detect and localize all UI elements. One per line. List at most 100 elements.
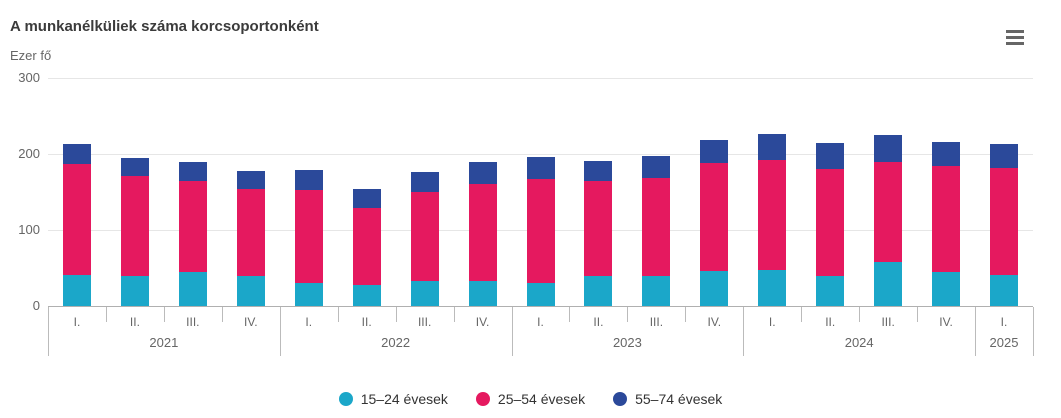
quarter-label: III.: [186, 315, 200, 329]
quarter-label: III.: [417, 315, 432, 329]
year-boundary-tick: [1033, 307, 1034, 356]
bar-stack: [294, 169, 323, 306]
bar-segment-55-74[interactable]: [62, 144, 91, 164]
year-label: 2025: [989, 335, 1019, 350]
bar-stack: [526, 157, 555, 306]
quarter-tick: [395, 307, 397, 322]
bar-segment-25-54[interactable]: [642, 177, 671, 277]
bar-stack: [642, 155, 671, 306]
legend-item-25-54[interactable]: 25–54 évesek: [475, 391, 585, 407]
y-gridline: [48, 154, 1033, 155]
bar-segment-25-54[interactable]: [294, 189, 323, 284]
quarter-tick: [569, 307, 571, 322]
bar-segment-55-74[interactable]: [178, 162, 207, 181]
bar-segment-55-74[interactable]: [874, 135, 903, 162]
legend-label: 55–74 évesek: [635, 391, 723, 407]
bar-stack: [468, 162, 497, 306]
year-label: 2022: [381, 335, 411, 350]
quarter-label: IV.: [243, 315, 258, 329]
bar-segment-55-74[interactable]: [700, 140, 729, 164]
bar-segment-15-24[interactable]: [584, 275, 613, 306]
bar-segment-55-74[interactable]: [236, 170, 265, 189]
bar-segment-25-54[interactable]: [410, 192, 439, 281]
bar-segment-55-74[interactable]: [816, 143, 845, 170]
bar-segment-25-54[interactable]: [584, 180, 613, 276]
quarter-label: I.: [768, 315, 776, 329]
bar-segment-15-24[interactable]: [120, 275, 149, 306]
quarter-label: II.: [825, 315, 836, 329]
bar-segment-55-74[interactable]: [990, 144, 1019, 168]
bar-segment-25-54[interactable]: [526, 179, 555, 284]
bar-segment-15-24[interactable]: [816, 275, 845, 306]
bar-segment-25-54[interactable]: [816, 169, 845, 276]
quarter-label: I.: [305, 315, 313, 329]
bar-segment-55-74[interactable]: [642, 155, 671, 178]
bar-segment-25-54[interactable]: [120, 176, 149, 276]
bar-segment-55-74[interactable]: [410, 172, 439, 192]
bar-segment-25-54[interactable]: [700, 163, 729, 272]
bar-segment-15-24[interactable]: [178, 271, 207, 306]
legend-item-55-74[interactable]: 55–74 évesek: [613, 391, 722, 407]
bar-segment-15-24[interactable]: [468, 280, 497, 306]
bar-segment-25-54[interactable]: [352, 207, 381, 286]
bar-stack: [816, 143, 845, 306]
bar-segment-55-74[interactable]: [584, 160, 613, 181]
legend-label: 15–24 évesek: [360, 391, 448, 407]
year-boundary-tick: [511, 307, 513, 356]
bar-segment-15-24[interactable]: [62, 274, 91, 306]
bar-segment-15-24[interactable]: [410, 280, 439, 306]
quarter-label: IV.: [475, 315, 490, 329]
bar-segment-55-74[interactable]: [526, 157, 555, 180]
bar-segment-55-74[interactable]: [120, 157, 149, 177]
context-menu-button[interactable]: [1006, 27, 1028, 47]
quarter-label: I.: [73, 315, 81, 329]
quarter-tick: [801, 307, 803, 322]
bar-segment-55-74[interactable]: [932, 141, 961, 167]
bar-segment-15-24[interactable]: [758, 269, 787, 306]
bar-segment-25-54[interactable]: [178, 180, 207, 272]
quarter-label: II.: [361, 315, 372, 329]
quarter-label: III.: [649, 315, 664, 329]
bar-segment-25-54[interactable]: [932, 166, 961, 272]
bar-stack: [584, 160, 613, 306]
bar-segment-55-74[interactable]: [758, 134, 787, 161]
chart-title: A munkanélküliek száma korcsoportonként: [10, 18, 319, 35]
quarter-tick: [453, 307, 455, 322]
bar-segment-15-24[interactable]: [932, 271, 961, 306]
bar-segment-25-54[interactable]: [62, 163, 91, 275]
year-label: 2024: [844, 335, 874, 350]
bar-segment-15-24[interactable]: [526, 283, 555, 306]
bar-segment-15-24[interactable]: [294, 283, 323, 306]
quarter-tick: [163, 307, 165, 322]
year-label: 2021: [149, 335, 179, 350]
quarter-label: IV.: [939, 315, 953, 329]
quarter-tick: [685, 307, 687, 322]
bar-stack: [874, 135, 903, 306]
year-label: 2023: [612, 335, 642, 350]
bar-segment-15-24[interactable]: [700, 271, 729, 306]
y-tick-label: 200: [18, 146, 40, 161]
bar-stack: [410, 172, 439, 306]
quarter-tick: [627, 307, 629, 322]
bar-segment-15-24[interactable]: [352, 285, 381, 306]
quarter-label: II.: [129, 315, 140, 329]
bar-segment-25-54[interactable]: [874, 161, 903, 262]
bar-stack: [352, 188, 381, 306]
bar-segment-15-24[interactable]: [236, 276, 265, 306]
bar-segment-55-74[interactable]: [294, 169, 323, 190]
bar-segment-15-24[interactable]: [642, 276, 671, 306]
legend-item-15-24[interactable]: 15–24 évesek: [338, 391, 448, 407]
hamburger-icon: [1006, 29, 1028, 45]
x-axis: I. II. III. IV. 2021 I. II. III. IV. 2022 I. II. III…: [48, 306, 1034, 356]
bar-segment-55-74[interactable]: [468, 162, 497, 184]
bar-segment-15-24[interactable]: [990, 274, 1019, 306]
y-tick-label: 100: [18, 222, 40, 237]
bar-segment-25-54[interactable]: [468, 183, 497, 281]
legend-dot-icon: [338, 392, 353, 406]
bar-segment-15-24[interactable]: [874, 261, 903, 306]
bar-segment-25-54[interactable]: [758, 160, 787, 270]
bar-segment-55-74[interactable]: [352, 188, 381, 208]
bar-segment-25-54[interactable]: [236, 188, 265, 277]
bar-segment-25-54[interactable]: [990, 167, 1019, 275]
quarter-label: IV.: [707, 315, 722, 329]
